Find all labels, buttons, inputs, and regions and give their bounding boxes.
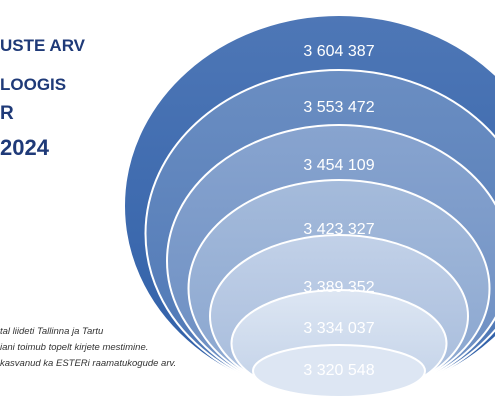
footnote-line-2: iani toimub topelt kirjete mestimine. (0, 342, 149, 353)
funnel-value-label-6: 3 334 037 (303, 320, 374, 337)
footnote-line-3: kasvanud ka ESTERi raamatukogude arv. (0, 358, 177, 369)
chart-title-line-2: LOOGIS (0, 75, 67, 94)
funnel-value-label-5: 3 389 352 (303, 279, 374, 296)
chart-title-line-4: 2024 (0, 135, 49, 160)
funnel-value-label-1: 3 604 387 (303, 43, 374, 60)
funnel-value-label-3: 3 454 109 (303, 157, 374, 174)
footnote-line-1: tal liideti Tallinna ja Tartu (0, 326, 104, 337)
chart-title-line-3: R (0, 103, 14, 124)
funnel-value-label-2: 3 553 472 (303, 99, 374, 116)
funnel-level-7 (252, 344, 426, 398)
funnel-value-label-4: 3 423 327 (303, 221, 374, 238)
funnel-value-label-7: 3 320 548 (303, 362, 374, 379)
chart-title-line-1: USTE ARV (0, 36, 86, 55)
